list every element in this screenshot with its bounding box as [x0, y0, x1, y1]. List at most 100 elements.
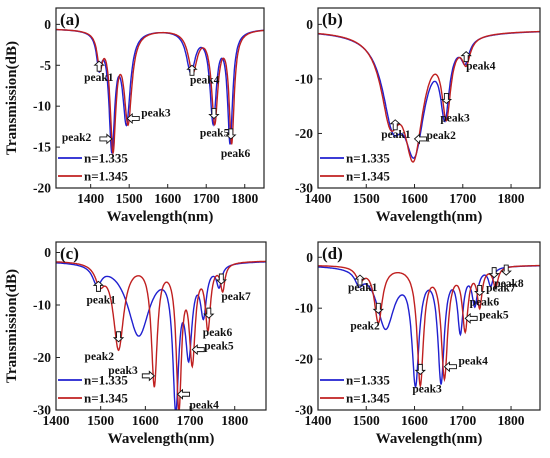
y-tick-label: -20: [295, 352, 313, 367]
annotation-arrow: [99, 133, 113, 145]
annotation-label: peak1: [84, 72, 114, 84]
annotation-arrow: [473, 285, 486, 297]
annotation-label: peak3: [440, 112, 470, 124]
annotation-arrow: [443, 361, 457, 373]
legend-label-2: n=1.345: [346, 169, 390, 184]
y-tick-label: -5: [40, 58, 51, 73]
annotation-arrow: [215, 273, 228, 285]
x-tick-label: 1500: [116, 191, 143, 206]
annotation-arrow: [191, 344, 205, 356]
annotation-label: peak3: [108, 365, 138, 377]
y-tick-label: 0: [306, 17, 313, 32]
annotation-label: peak8: [494, 278, 524, 290]
annotation-label: peak5: [479, 309, 509, 321]
annotation-label: peak6: [221, 148, 251, 160]
y-tick-label: 0: [44, 17, 51, 32]
x-tick-label: 1600: [154, 191, 181, 206]
series-line-2: [318, 30, 540, 163]
x-tick-label: 1500: [353, 413, 380, 428]
x-tick-label: 1800: [498, 413, 525, 428]
annotation-label: peak4: [190, 74, 220, 86]
chart-panel-a: 1400 1500 1600 1700 1800 0 -5 -10 -15 -20 Waveleng…: [4, 7, 265, 225]
y-tick-label: -20: [33, 350, 51, 365]
annotation-label: peak3: [412, 383, 442, 395]
annotation-arrow: [464, 312, 478, 324]
annotation-arrow: [389, 119, 401, 131]
x-tick-label: 1700: [449, 413, 476, 428]
y-tick-label: -15: [33, 140, 51, 155]
y-tick-label: -20: [295, 126, 313, 141]
x-axis-label: Wavelength(nm): [107, 209, 214, 225]
annotation-arrow: [176, 388, 190, 400]
annotation-label: peak2: [350, 320, 380, 332]
x-tick-label: 1700: [193, 191, 220, 206]
panel-label: (c): [60, 244, 79, 263]
y-tick-label: -20: [33, 181, 51, 196]
legend-label-1: n=1.335: [84, 151, 128, 166]
annotation-arrow: [126, 112, 140, 124]
annotation-arrow: [93, 60, 105, 72]
plot-frame: [55, 241, 267, 411]
y-tick-label: -10: [33, 99, 51, 114]
y-tick-label: -10: [295, 71, 313, 86]
annotation-label: peak1: [381, 129, 411, 141]
x-tick-label: 1400: [43, 413, 70, 428]
panel-label: (b): [322, 10, 343, 29]
legend-label-1: n=1.335: [346, 373, 390, 388]
annotation-label: peak5: [204, 341, 234, 353]
annotation-arrow: [372, 302, 385, 314]
y-tick-label: -30: [33, 403, 51, 418]
series-line-2: [56, 260, 266, 410]
annotation-arrow: [208, 108, 220, 120]
annotation-label: peak4: [458, 356, 488, 368]
annotation-label: peak2: [427, 130, 457, 142]
x-tick-label: 1400: [305, 413, 332, 428]
annotation-arrow: [488, 267, 500, 279]
plot-frame: [317, 7, 541, 189]
annotation-label: peak2: [85, 351, 115, 363]
x-axis-label: Wavelength(nm): [376, 209, 483, 225]
chart-panel-d: 1400 1500 1600 1700 1800 0 -10 -20 -30 Wavelength…: [295, 241, 541, 447]
series-line-2: [56, 28, 264, 156]
annotation-label: peak4: [466, 61, 496, 73]
annotation-label: peak7: [221, 291, 251, 303]
annotation-arrow: [354, 274, 366, 286]
y-tick-label: 0: [44, 245, 51, 260]
x-tick-label: 1800: [231, 191, 258, 206]
legend-label-2: n=1.345: [84, 169, 128, 184]
annotation-label: peak3: [141, 107, 171, 119]
annotation-label: peak7: [486, 283, 516, 295]
annotation-arrow: [112, 331, 125, 343]
legend-label-1: n=1.335: [84, 373, 128, 388]
legend-label-1: n=1.335: [346, 151, 390, 166]
x-tick-label: 1500: [353, 191, 380, 206]
y-tick-label: -10: [33, 298, 51, 313]
annotation-label: peak1: [348, 282, 378, 294]
x-tick-label: 1400: [305, 191, 332, 206]
x-tick-label: 1600: [401, 413, 428, 428]
series-line-2: [318, 264, 540, 389]
legend-label-2: n=1.345: [346, 391, 390, 406]
legend-label-2: n=1.345: [84, 391, 128, 406]
x-tick-label: 1600: [401, 191, 428, 206]
annotation-label: peak6: [203, 327, 233, 339]
x-tick-label: 1800: [221, 413, 248, 428]
chart-panel-b: 1400 1500 1600 1700 1800 0 -10 -20 -30 Wavelength…: [295, 7, 541, 225]
x-tick-label: 1500: [87, 413, 114, 428]
annotation-label: peak2: [62, 132, 92, 144]
x-tick-label: 1800: [498, 191, 525, 206]
y-tick-label: 0: [306, 250, 313, 265]
annotation-arrow: [440, 93, 453, 105]
y-axis-label: Transmission(dB): [4, 41, 20, 155]
plot-frame: [55, 7, 265, 189]
y-tick-label: -10: [295, 301, 313, 316]
annotation-arrow: [225, 128, 237, 140]
annotation-arrow: [186, 64, 198, 76]
annotation-arrow: [413, 133, 427, 145]
annotation-arrow: [460, 51, 472, 63]
x-tick-label: 1700: [449, 191, 476, 206]
y-tick-label: -30: [295, 403, 313, 418]
x-tick-label: 1400: [77, 191, 104, 206]
